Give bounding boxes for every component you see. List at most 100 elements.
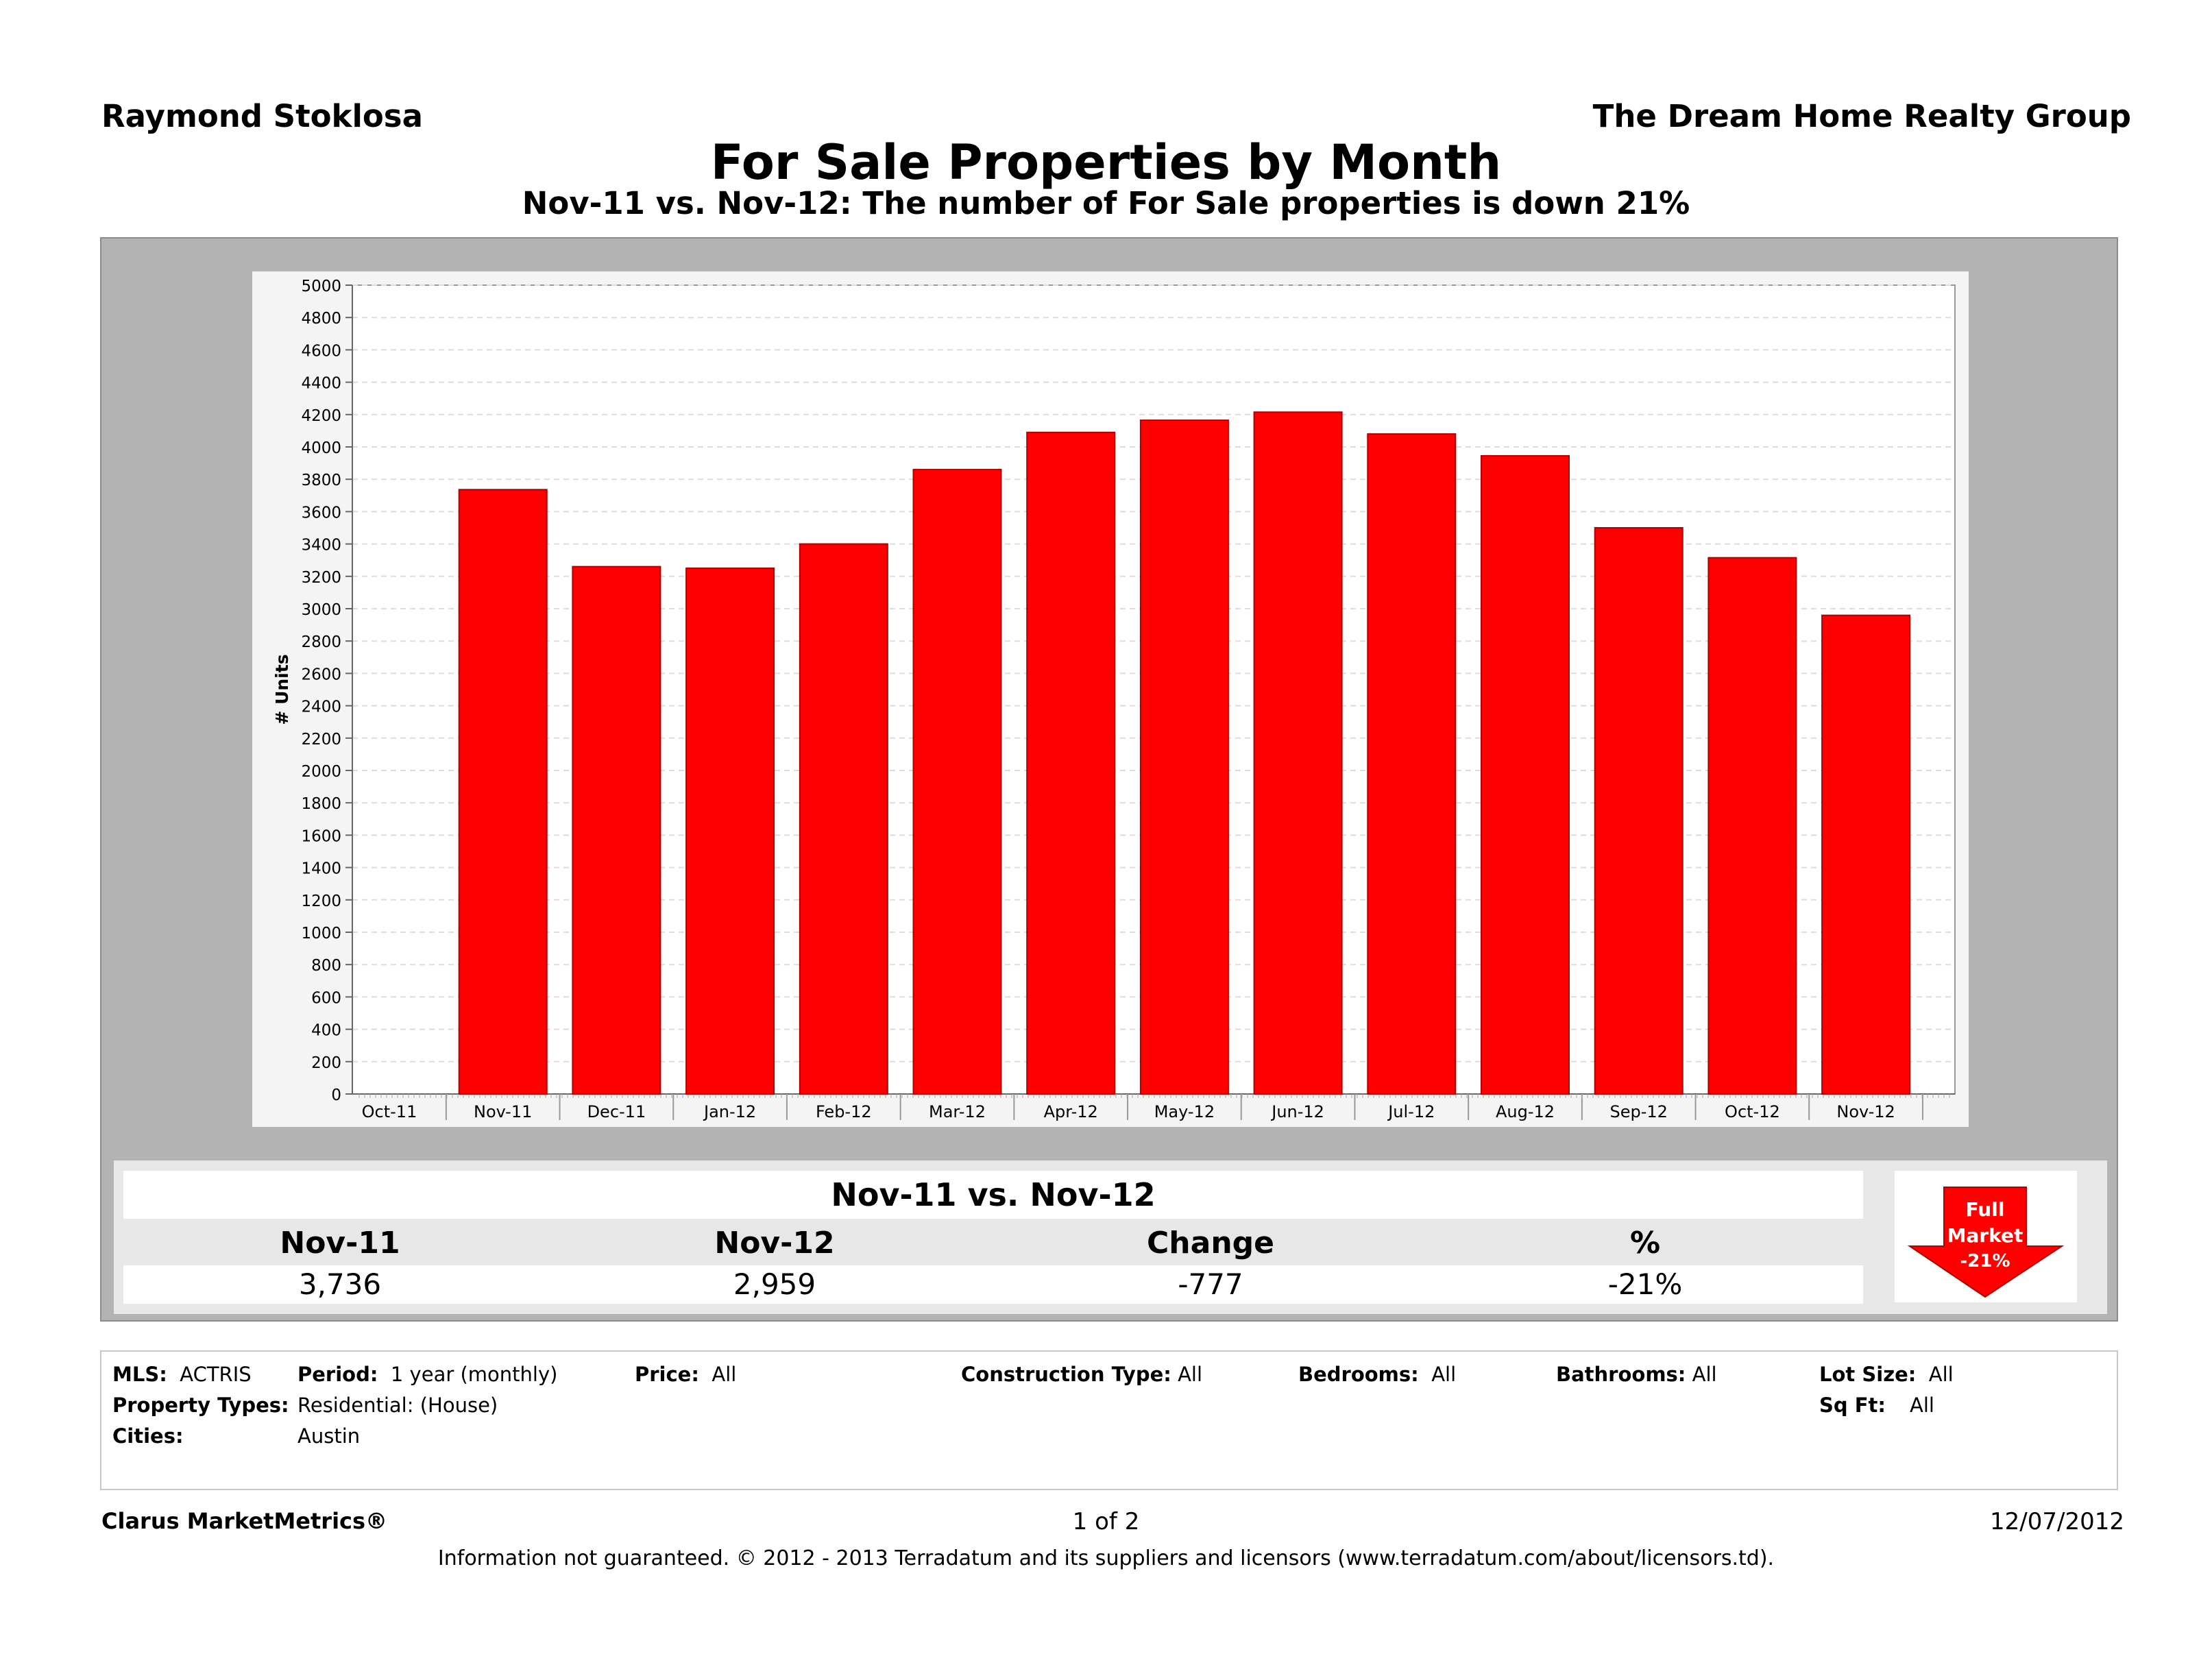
footer-brand: Clarus MarketMetrics® [101, 1508, 388, 1534]
period-label: Period: [297, 1363, 378, 1386]
bar-nov-11 [458, 489, 548, 1095]
lotsize-label: Lot Size: [1819, 1363, 1917, 1386]
criteria-proptypes-value: Residential: (House) [297, 1394, 498, 1417]
agent-name: Raymond Stoklosa [101, 98, 423, 134]
market-badge: Full Market -21% [1895, 1171, 2077, 1302]
bar-mar-12 [912, 469, 1002, 1095]
y-tick-label: 1400 [301, 860, 341, 878]
criteria-bedrooms: Bedrooms: All [1298, 1363, 1456, 1386]
page-number: 1 of 2 [1072, 1508, 1140, 1535]
company-name: The Dream Home Realty Group [1592, 98, 2131, 134]
y-tick-label: 400 [311, 1022, 341, 1040]
price-label: Price: [635, 1363, 699, 1386]
x-tick-label: May-12 [1154, 1102, 1215, 1121]
x-tick-label: Nov-11 [474, 1102, 532, 1121]
disclaimer: Information not guaranteed. © 2012 - 201… [437, 1546, 1775, 1570]
y-tick-label: 800 [311, 957, 341, 975]
bathrooms-value: All [1692, 1363, 1717, 1386]
construction-label: Construction Type: [961, 1363, 1171, 1386]
badge-line1: Full [1966, 1198, 2005, 1221]
criteria-mls: MLS: ACTRIS [112, 1363, 252, 1386]
x-tick-label: Oct-11 [362, 1102, 417, 1121]
summary-header-change: Change [1147, 1226, 1274, 1261]
bar-jan-12 [685, 568, 775, 1095]
criteria-construction: Construction Type: All [961, 1363, 1202, 1386]
y-tick-label: 2400 [301, 698, 341, 716]
summary-value-change: -777 [1178, 1267, 1243, 1301]
y-tick-label: 1200 [301, 892, 341, 910]
bar-nov-12 [1821, 614, 1911, 1095]
x-tick-label: Aug-12 [1496, 1102, 1555, 1121]
summary-title: Nov-11 vs. Nov-12 [123, 1171, 1863, 1219]
x-tick-label: Oct-12 [1725, 1102, 1780, 1121]
y-tick-label: 3800 [301, 472, 341, 489]
bedrooms-value: All [1431, 1363, 1457, 1386]
criteria-cities-label: Cities: [112, 1424, 184, 1448]
y-tick-label: 4200 [301, 407, 341, 425]
summary-value-percent: -21% [1607, 1267, 1683, 1301]
x-tick-label: Jul-12 [1387, 1102, 1435, 1121]
chart-subtitle: Nov-11 vs. Nov-12: The number of For Sal… [522, 185, 1690, 221]
chart-title: For Sale Properties by Month [710, 134, 1502, 191]
bar-dec-11 [572, 566, 661, 1095]
y-tick-label: 2000 [301, 763, 341, 781]
summary-value-start: 3,736 [298, 1267, 382, 1301]
criteria-sqft-value: All [1910, 1394, 1934, 1417]
report-date: 12/07/2012 [1990, 1508, 2124, 1535]
criteria-price: Price: All [635, 1363, 736, 1386]
criteria-sqft-label: Sq Ft: [1819, 1394, 1886, 1417]
y-tick-label: 5000 [301, 278, 341, 295]
period-value: 1 year (monthly) [390, 1363, 558, 1386]
bathrooms-label: Bathrooms: [1556, 1363, 1686, 1386]
y-tick-label: 3600 [301, 504, 341, 522]
x-tick-label: Dec-11 [587, 1102, 646, 1121]
x-tick-label: Feb-12 [816, 1102, 872, 1121]
x-tick-label: Mar-12 [929, 1102, 986, 1121]
bar-aug-12 [1481, 454, 1570, 1095]
x-tick-label: Jun-12 [1270, 1102, 1324, 1121]
x-tick-label: Jan-12 [703, 1102, 756, 1121]
y-tick-label: 3400 [301, 537, 341, 555]
y-tick-label: 2200 [301, 731, 341, 749]
down-arrow-icon: Full Market -21% [1907, 1187, 2065, 1298]
criteria-box [100, 1350, 2118, 1490]
y-tick-label: 3000 [301, 601, 341, 619]
y-tick-label: 1600 [301, 827, 341, 845]
bar-chart: 0 200 400 600 800 1000 1200 1400 1600 1800 2000 220… [272, 278, 1956, 1121]
y-tick-label: 200 [311, 1054, 341, 1072]
bar-may-12 [1139, 420, 1229, 1095]
summary-header-end: Nov-12 [714, 1226, 835, 1261]
bedrooms-label: Bedrooms: [1298, 1363, 1419, 1386]
bar-apr-12 [1026, 431, 1116, 1095]
chart-area: 0 200 400 600 800 1000 1200 1400 1600 1800 2000 220… [252, 271, 1969, 1127]
lotsize-value: All [1928, 1363, 1954, 1386]
y-tick-label: 3200 [301, 569, 341, 587]
y-tick-label: 4600 [301, 342, 341, 360]
criteria-period: Period: 1 year (monthly) [297, 1363, 557, 1386]
mls-label: MLS: [112, 1363, 167, 1386]
price-value: All [712, 1363, 737, 1386]
y-tick-label: 600 [311, 989, 341, 1007]
y-axis-label: # Units [272, 654, 292, 725]
bar-sep-12 [1594, 527, 1684, 1095]
y-tick-label: 4400 [301, 375, 341, 393]
summary-value-row [123, 1265, 1863, 1304]
criteria-bathrooms: Bathrooms: All [1556, 1363, 1717, 1386]
y-tick-label: 1800 [301, 795, 341, 813]
y-tick-label: 0 [331, 1086, 341, 1104]
bar-jun-12 [1253, 411, 1343, 1095]
bar-oct-12 [1707, 557, 1797, 1095]
x-tick-label: Sep-12 [1609, 1102, 1667, 1121]
criteria-proptypes-label: Property Types: [112, 1394, 289, 1417]
x-tick-label: Nov-12 [1836, 1102, 1895, 1121]
badge-line3: -21% [1960, 1251, 2010, 1272]
y-tick-label: 1000 [301, 925, 341, 943]
y-tick-label: 2800 [301, 633, 341, 651]
bar-feb-12 [799, 543, 888, 1095]
construction-value: All [1178, 1363, 1203, 1386]
criteria-cities-value: Austin [297, 1424, 361, 1448]
badge-line2: Market [1947, 1224, 2023, 1247]
bar-jul-12 [1367, 433, 1457, 1095]
summary-value-end: 2,959 [733, 1267, 816, 1301]
summary-header-start: Nov-11 [280, 1226, 400, 1261]
